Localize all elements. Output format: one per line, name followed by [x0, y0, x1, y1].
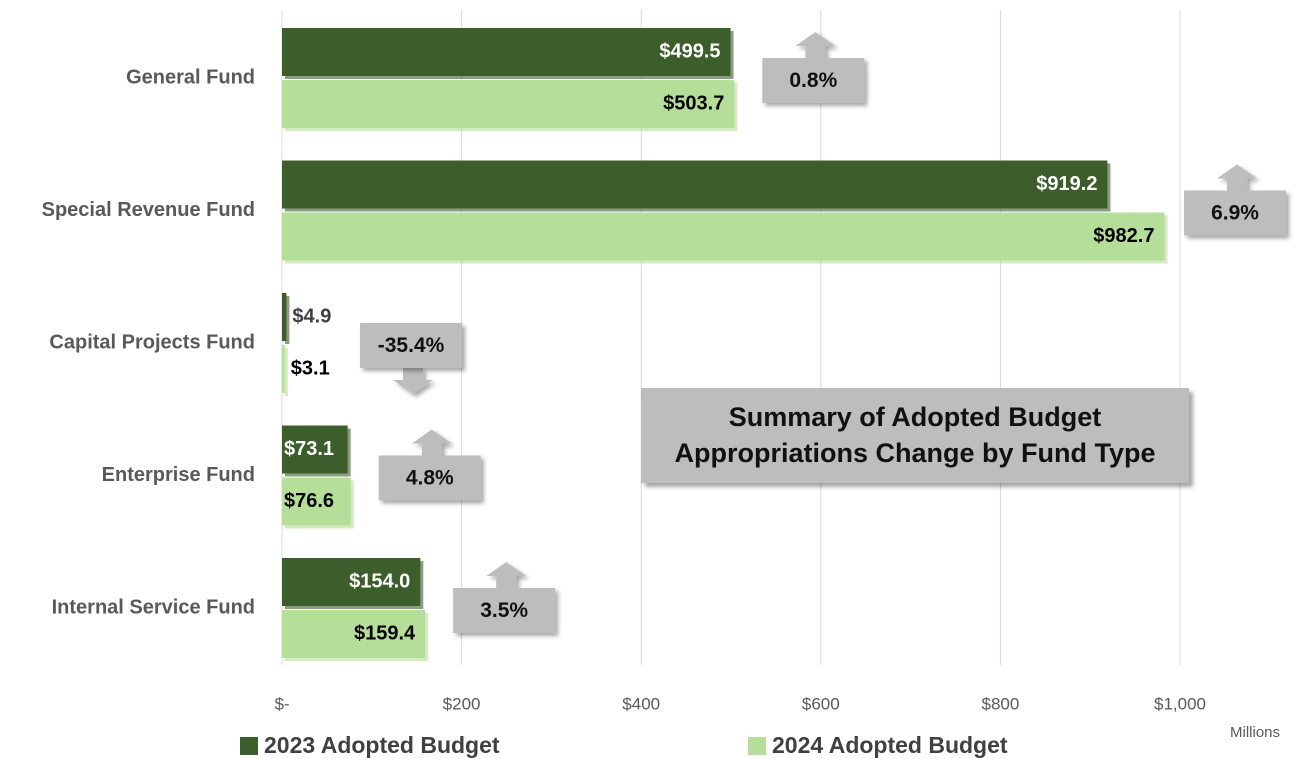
change-callout [762, 58, 865, 103]
value-label: $919.2 [1036, 173, 1097, 195]
bar [282, 160, 1108, 209]
change-label: 4.8% [406, 467, 454, 490]
legend-label: 2023 Adopted Budget [264, 732, 500, 758]
bar [282, 425, 348, 474]
y-tick-label: Capital Projects Fund [49, 331, 255, 353]
bar-depth [285, 348, 288, 396]
x-tick-label: $600 [802, 694, 840, 713]
value-label: $159.4 [354, 622, 416, 644]
value-label: $76.6 [284, 490, 334, 512]
change-arrow [486, 562, 527, 588]
change-callout [378, 455, 481, 501]
y-tick-label: Special Revenue Fund [42, 199, 255, 221]
change-arrow [1217, 164, 1258, 191]
change-callout [360, 323, 462, 368]
x-tick-label: $200 [443, 694, 481, 713]
value-label: $503.7 [663, 92, 724, 114]
bar [282, 558, 421, 606]
chart-title: Summary of Adopted Budget Appropriations… [641, 388, 1189, 483]
change-label: 6.9% [1211, 202, 1259, 225]
value-label: $73.1 [284, 438, 334, 460]
x-tick-label: $800 [981, 694, 1019, 713]
y-tick-label: Internal Service Fund [52, 596, 255, 618]
change-arrow [393, 368, 434, 394]
y-tick-label: General Fund [126, 66, 255, 88]
change-label: 3.5% [480, 599, 528, 622]
change-label: 0.8% [789, 69, 837, 92]
bar [282, 28, 731, 76]
change-callout [453, 588, 556, 633]
change-arrow [795, 32, 836, 58]
x-tick-label: $- [274, 694, 289, 713]
value-label: $4.9 [292, 305, 331, 327]
value-label: $3.1 [291, 357, 330, 379]
legend-swatch [240, 737, 258, 755]
change-callout [1184, 190, 1286, 236]
bar [282, 610, 426, 658]
legend-label: 2024 Adopted Budget [772, 732, 1008, 758]
bar [282, 80, 735, 128]
x-tick-label: $1,000 [1154, 694, 1206, 713]
y-tick-label: Enterprise Fund [102, 464, 255, 486]
x-unit-label: Millions [1230, 724, 1280, 741]
bar [282, 477, 351, 526]
legend-swatch [748, 737, 766, 755]
value-label: $499.5 [659, 40, 720, 62]
bar-depth [285, 296, 290, 344]
value-label: $982.7 [1093, 225, 1154, 247]
bar [282, 293, 287, 341]
bar [282, 345, 285, 393]
bar [282, 212, 1165, 261]
change-label: -35.4% [378, 334, 445, 357]
x-tick-label: $400 [622, 694, 660, 713]
change-arrow [411, 429, 452, 456]
value-label: $154.0 [349, 570, 410, 592]
